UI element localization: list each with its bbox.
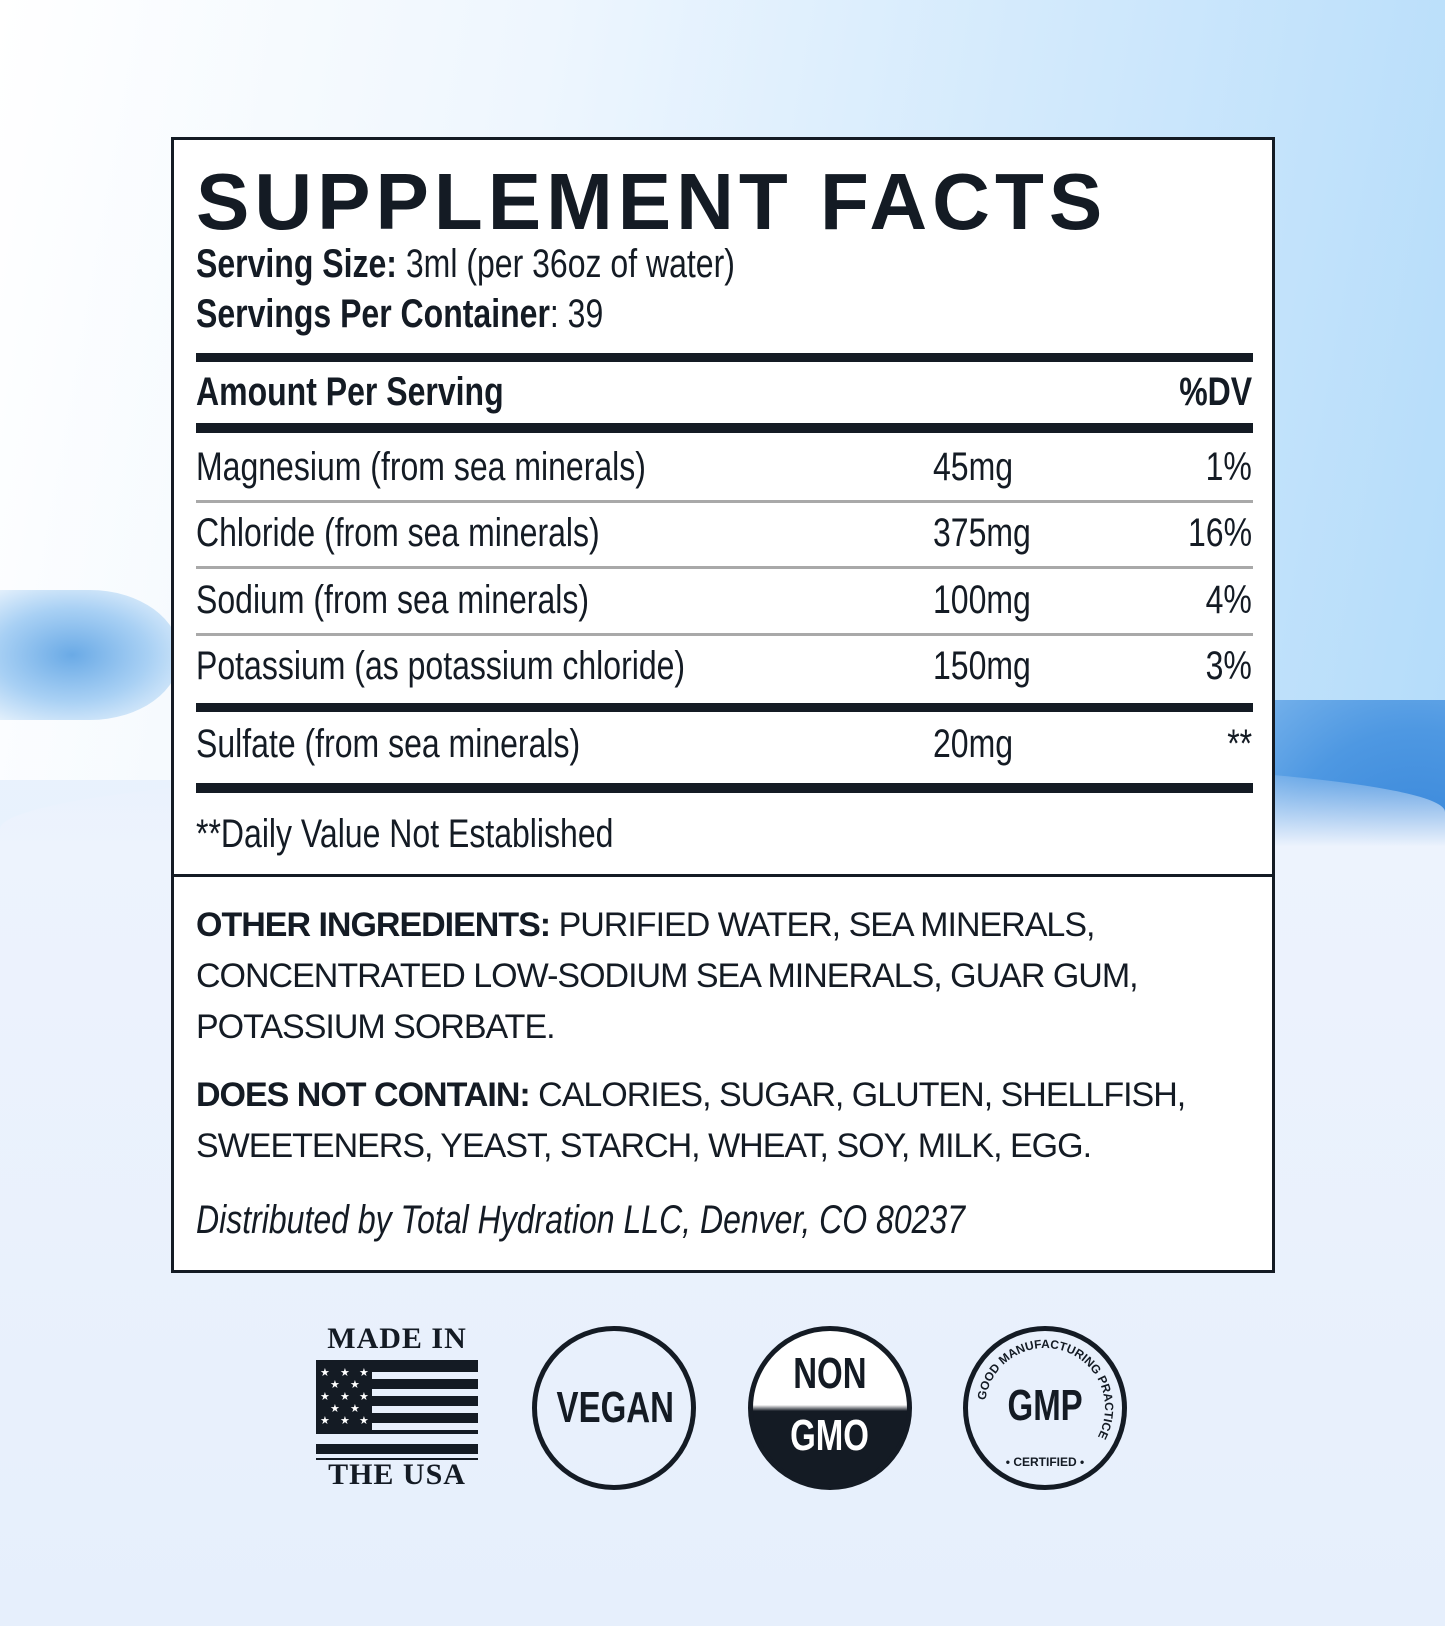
- gmo-text: GMO: [790, 1411, 870, 1460]
- serving-size-value: 3ml (per 36oz of water): [405, 242, 735, 286]
- gmp-ring-text: GOOD MANUFACTURING PRACTICE • CERTIFIED …: [975, 1337, 1117, 1469]
- thick-rule: [196, 703, 1253, 712]
- nutrient-amount: 100mg: [933, 578, 1031, 622]
- does-not-contain-text: CALORIES, SUGAR, GLUTEN, SHELLFISH, SWEE…: [196, 1076, 1186, 1165]
- nutrient-dv: 3%: [1205, 644, 1252, 688]
- nutrient-amount: 375mg: [933, 511, 1031, 555]
- nutrient-amount: 20mg: [933, 722, 1014, 766]
- svg-text:★: ★: [340, 1414, 350, 1427]
- vegan-text: VEGAN: [556, 1383, 674, 1432]
- servings-label: Servings Per Container: [196, 292, 550, 336]
- thick-rule: [196, 783, 1253, 793]
- nutrient-name: Sodium (from sea minerals): [196, 578, 589, 622]
- non-gmo-badge: NON GMO: [748, 1326, 912, 1490]
- nutrient-amount: 150mg: [933, 644, 1031, 688]
- other-ingredients-text: PURIFIED WATER, SEA MINERALS, CONCENTRAT…: [196, 906, 1139, 1046]
- nutrient-name: Sulfate (from sea minerals): [196, 722, 581, 766]
- svg-text:★: ★: [359, 1366, 369, 1379]
- other-ingredients: OTHER INGREDIENTS: PURIFIED WATER, SEA M…: [196, 900, 1196, 1053]
- serving-size-label: Serving Size:: [196, 242, 397, 286]
- other-ingredients-label: OTHER INGREDIENTS:: [196, 906, 551, 944]
- nutrient-name: Chloride (from sea minerals): [196, 511, 600, 555]
- row-rule: [196, 500, 1253, 503]
- thick-rule: [196, 353, 1253, 362]
- svg-text:★: ★: [320, 1366, 330, 1379]
- row-rule: [196, 633, 1253, 636]
- does-not-contain: DOES NOT CONTAIN: CALORIES, SUGAR, GLUTE…: [196, 1070, 1196, 1172]
- svg-text:★: ★: [330, 1378, 340, 1391]
- footnote: **Daily Value Not Established: [196, 812, 614, 856]
- non-text: NON: [793, 1349, 867, 1398]
- nutrient-dv: 16%: [1187, 511, 1252, 555]
- svg-text:★: ★: [350, 1378, 360, 1391]
- svg-text:★: ★: [340, 1390, 350, 1403]
- distributor: Distributed by Total Hydration LLC, Denv…: [196, 1198, 965, 1242]
- nutrient-name: Magnesium (from sea minerals): [196, 445, 646, 489]
- svg-text:★: ★: [330, 1402, 340, 1415]
- svg-text:• CERTIFIED •: • CERTIFIED •: [1006, 1455, 1084, 1469]
- supplement-facts-panel: SUPPLEMENT FACTS Serving Size: 3ml (per …: [171, 137, 1275, 1273]
- svg-text:★: ★: [359, 1390, 369, 1403]
- svg-text:★: ★: [359, 1414, 369, 1427]
- amount-header: Amount Per Serving: [196, 370, 504, 414]
- us-flag-icon: ★ ★ ★ ★ ★ ★ ★ ★ ★ ★ ★ ★ ★: [316, 1360, 478, 1460]
- dv-header: %DV: [1179, 370, 1252, 414]
- nutrient-dv: **: [1227, 722, 1252, 766]
- servings-value: : 39: [549, 292, 604, 336]
- panel-title: SUPPLEMENT FACTS: [196, 157, 1108, 246]
- thick-rule: [196, 423, 1253, 433]
- svg-text:★: ★: [320, 1390, 330, 1403]
- svg-text:★: ★: [340, 1366, 350, 1379]
- svg-text:★: ★: [350, 1402, 360, 1415]
- nutrient-dv: 1%: [1205, 445, 1252, 489]
- nutrient-name: Potassium (as potassium chloride): [196, 644, 686, 688]
- usa-bottom-text: THE USA: [328, 1458, 466, 1491]
- nutrient-amount: 45mg: [933, 445, 1014, 489]
- does-not-contain-label: DOES NOT CONTAIN:: [196, 1076, 531, 1114]
- nutrient-dv: 4%: [1205, 578, 1252, 622]
- svg-text:★: ★: [320, 1414, 330, 1427]
- row-rule: [196, 566, 1253, 569]
- gmp-certified-badge: GOOD MANUFACTURING PRACTICE • CERTIFIED …: [963, 1326, 1127, 1490]
- servings-per-container: Servings Per Container: 39: [196, 292, 705, 336]
- usa-top-text: MADE IN: [327, 1322, 467, 1355]
- serving-size: Serving Size: 3ml (per 36oz of water): [196, 242, 870, 286]
- water-splash-left: [0, 590, 180, 720]
- vegan-badge: VEGAN: [532, 1326, 696, 1490]
- made-in-usa-badge: MADE IN ★ ★ ★ ★ ★ ★ ★ ★ ★ ★ ★ ★ ★ THE USA: [316, 1322, 478, 1494]
- section-divider: [174, 874, 1272, 877]
- gmp-text: GMP: [1007, 1381, 1083, 1430]
